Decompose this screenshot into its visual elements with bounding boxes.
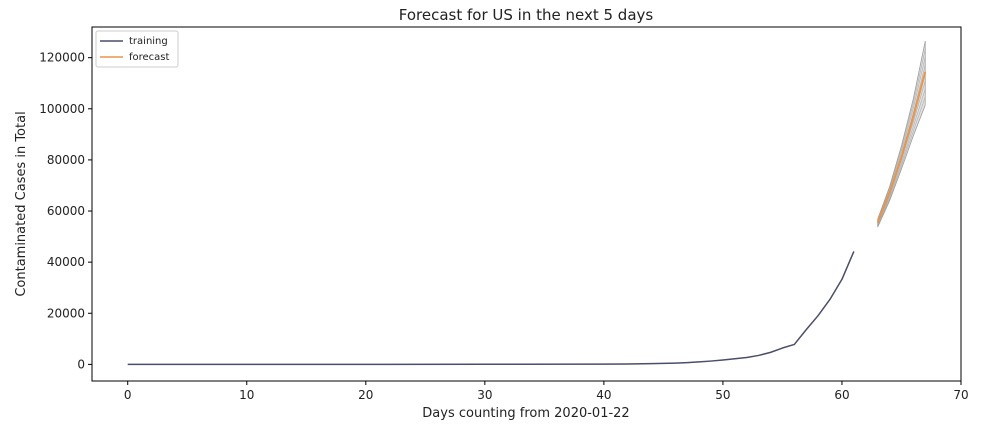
y-tick-label: 20000 (47, 306, 85, 320)
series-line-training (127, 251, 855, 366)
y-tick-label: 80000 (47, 153, 85, 167)
legend: training forecast (95, 30, 179, 68)
forecast-sample-line (877, 40, 926, 220)
y-tick-label: 100000 (39, 102, 85, 116)
x-tick-label: 20 (358, 388, 373, 402)
y-axis: 0 20000 40000 60000 80000 100000 120000 (39, 51, 92, 371)
y-tick-label: 60000 (47, 204, 85, 218)
x-tick-label: 0 (124, 388, 132, 402)
legend-training-label: training (129, 36, 168, 47)
x-tick-label: 70 (953, 388, 968, 402)
legend-box (95, 30, 179, 68)
y-tick-label: 120000 (39, 51, 85, 65)
x-tick-label: 40 (596, 388, 611, 402)
forecast-sample-line (877, 104, 926, 228)
x-tick-label: 30 (477, 388, 492, 402)
x-tick-label: 50 (715, 388, 730, 402)
plot-area (91, 26, 962, 382)
y-tick-label: 0 (77, 357, 85, 371)
series-line-forecast (876, 71, 927, 223)
chart-title: Forecast for US in the next 5 days (399, 6, 654, 24)
x-axis: 0 10 20 30 40 50 60 70 (124, 381, 969, 402)
forecast-sample-line (877, 48, 926, 221)
forecast-sample-line (877, 88, 926, 226)
forecast-sample-line (877, 96, 926, 227)
x-axis-label: Days counting from 2020-01-22 (422, 406, 629, 421)
x-tick-label: 60 (834, 388, 849, 402)
y-tick-label: 40000 (47, 255, 85, 269)
series-layer (127, 71, 927, 366)
legend-forecast-label: forecast (129, 52, 170, 63)
y-axis-label: Contaminated Cases in Total (14, 111, 29, 296)
x-tick-label: 10 (239, 388, 254, 402)
forecast-band (877, 40, 926, 228)
